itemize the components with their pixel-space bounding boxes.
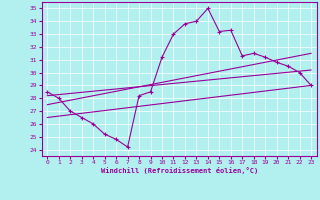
X-axis label: Windchill (Refroidissement éolien,°C): Windchill (Refroidissement éolien,°C): [100, 167, 258, 174]
